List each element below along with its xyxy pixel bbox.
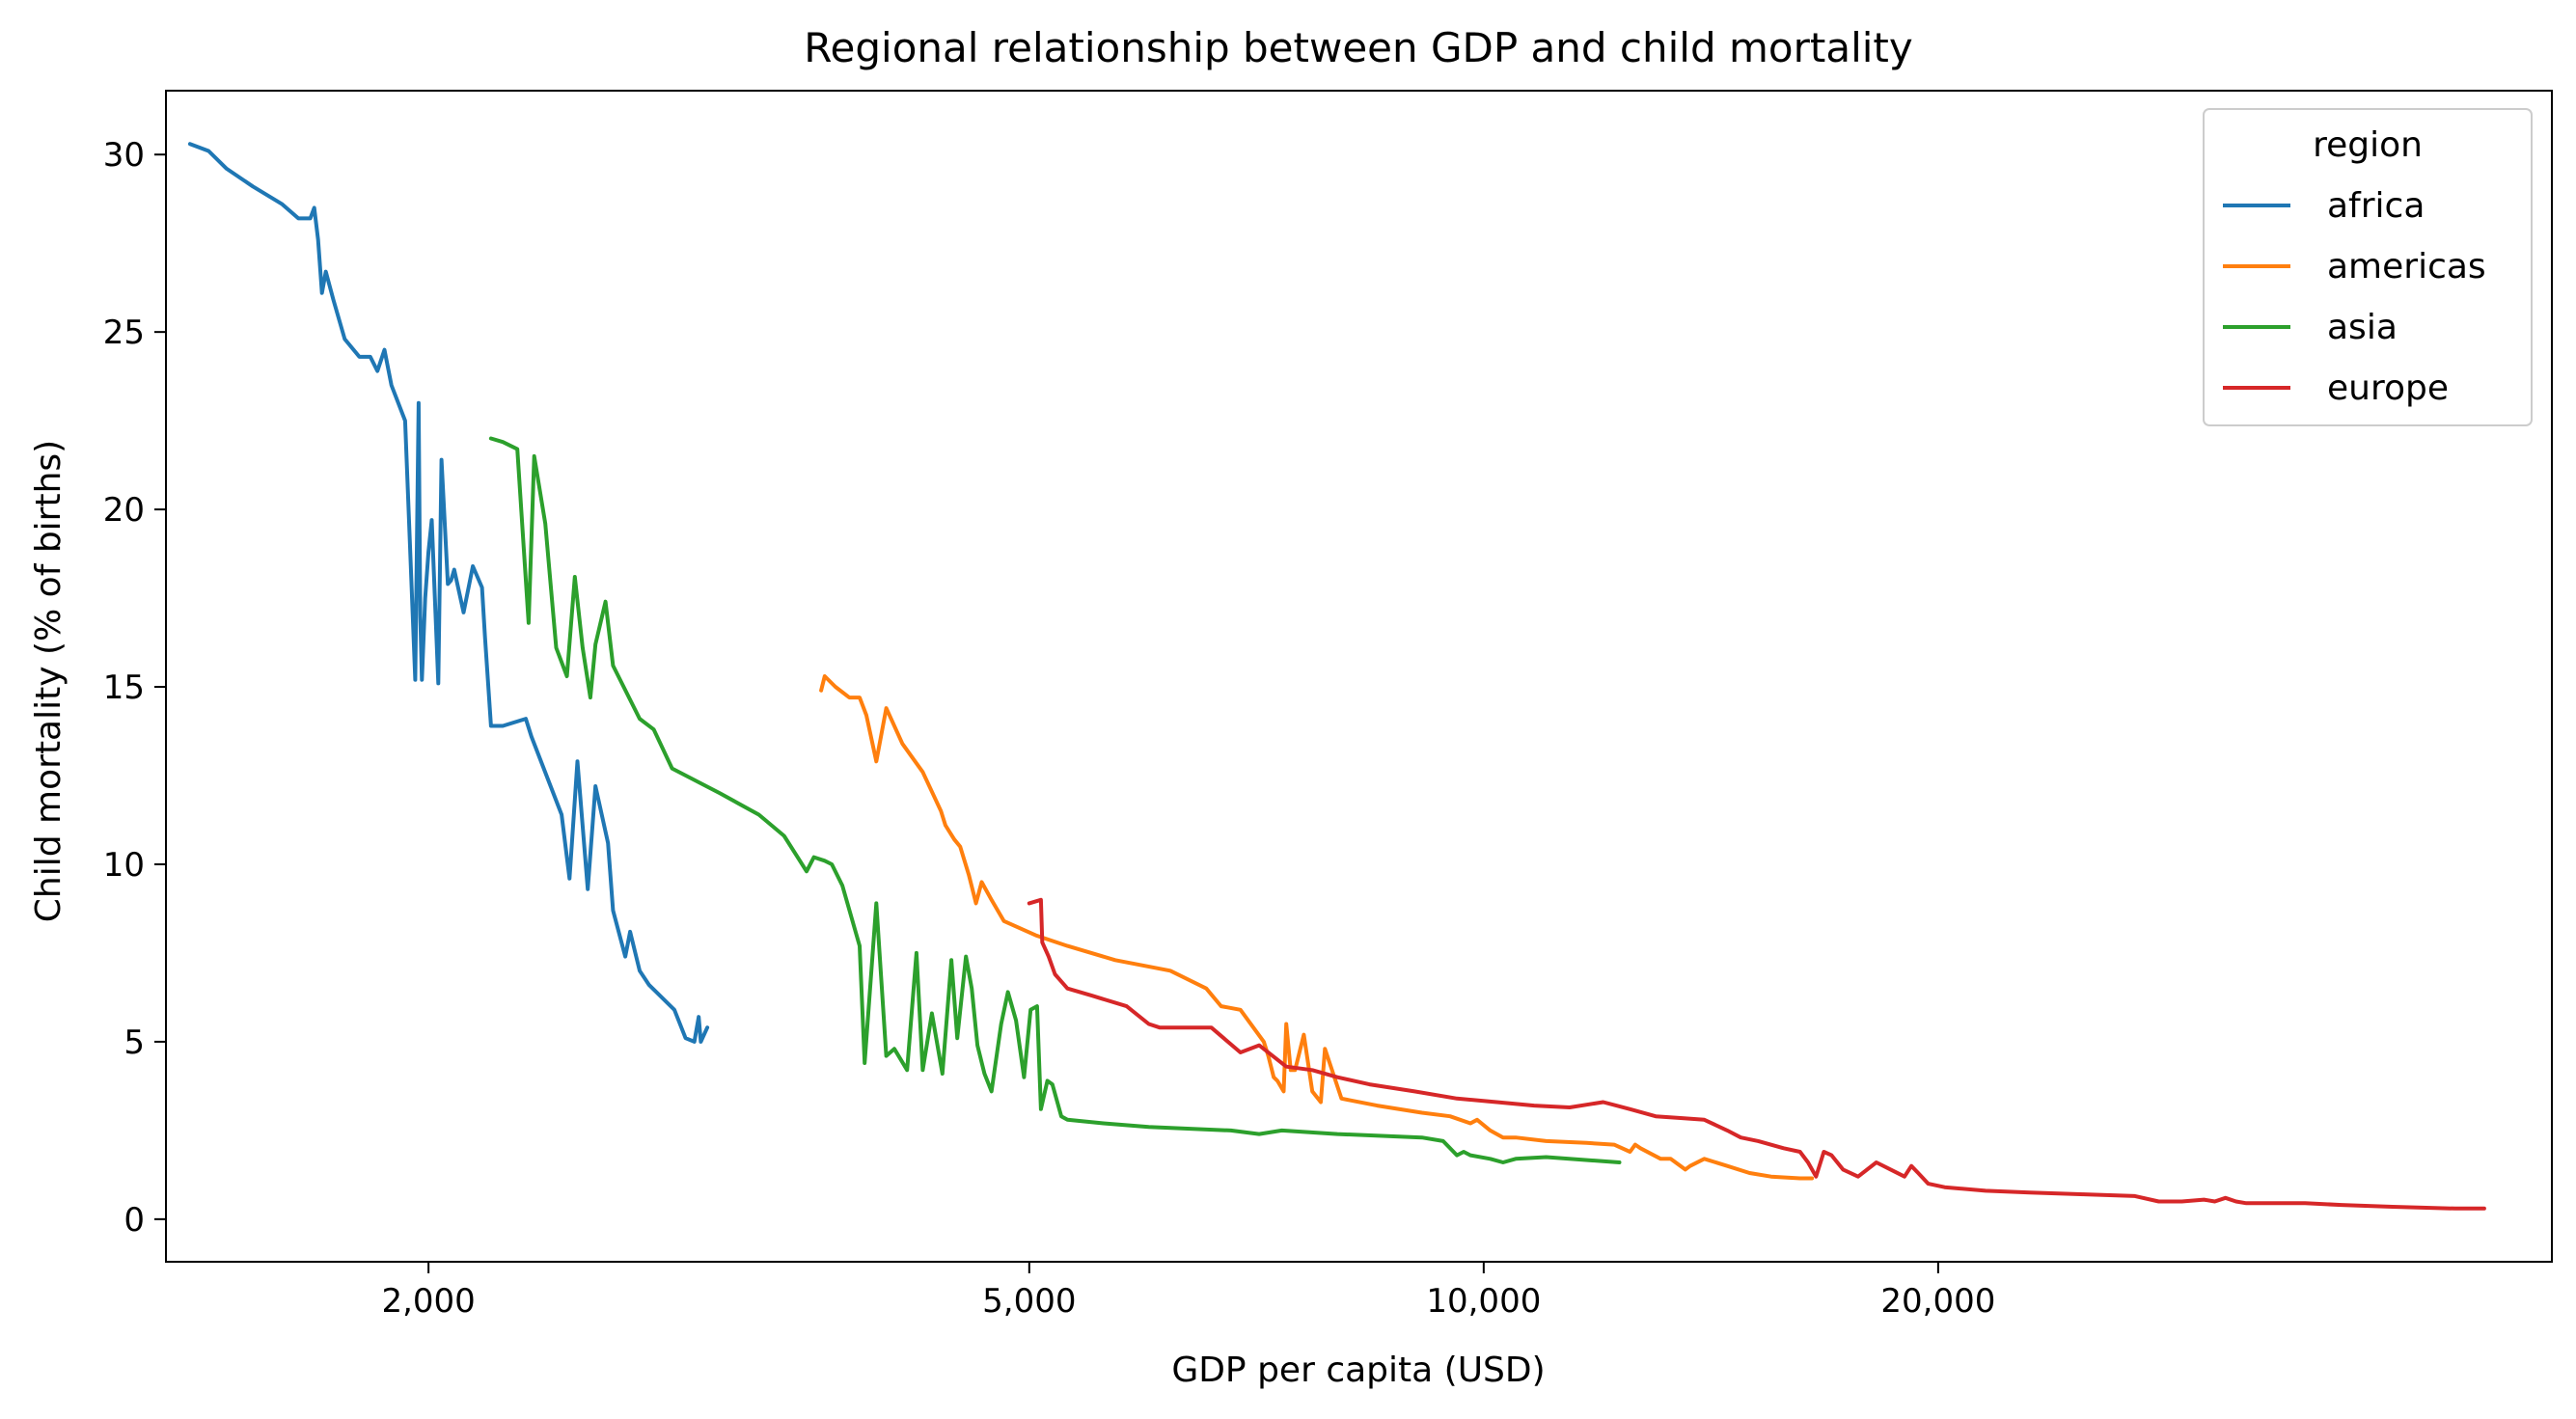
series-line-asia bbox=[488, 436, 1622, 1164]
y-tick-label: 20 bbox=[103, 491, 145, 530]
legend-items: africa americas asia europe bbox=[2223, 186, 2486, 408]
legend: region africa americas asia europe bbox=[2203, 108, 2533, 426]
x-tick-label: 2,000 bbox=[381, 1282, 475, 1321]
legend-label-europe: europe bbox=[2327, 368, 2449, 408]
legend-label-africa: africa bbox=[2327, 186, 2425, 226]
series-line-americas bbox=[819, 674, 1815, 1181]
series-line-africa bbox=[187, 142, 710, 1044]
plot-frame bbox=[165, 90, 2553, 1263]
legend-title: region bbox=[2313, 125, 2423, 165]
y-tick-label: 0 bbox=[123, 1201, 145, 1240]
series-line-europe bbox=[1027, 897, 2486, 1211]
y-tick-label: 30 bbox=[103, 136, 145, 175]
x-tick-label: 10,000 bbox=[1426, 1282, 1541, 1321]
y-tick-label: 15 bbox=[103, 669, 145, 707]
y-tick-label: 10 bbox=[103, 846, 145, 885]
y-axis-ticks: 0 5 10 15 20 25 30 bbox=[103, 136, 166, 1240]
x-axis-label: GDP per capita (USD) bbox=[1171, 1351, 1545, 1390]
x-tick-label: 20,000 bbox=[1880, 1282, 1995, 1321]
plot-lines bbox=[187, 142, 2486, 1211]
chart-title: Regional relationship between GDP and ch… bbox=[804, 24, 1912, 71]
x-axis-ticks: 2,000 5,000 10,000 20,000 bbox=[381, 1262, 1995, 1321]
legend-box bbox=[2203, 108, 2533, 426]
y-tick-label: 25 bbox=[103, 314, 145, 352]
legend-label-asia: asia bbox=[2327, 308, 2398, 347]
legend-label-americas: americas bbox=[2327, 247, 2486, 287]
x-tick-label: 5,000 bbox=[982, 1282, 1076, 1321]
y-axis-label: Child mortality (% of births) bbox=[29, 440, 69, 922]
y-tick-label: 5 bbox=[123, 1023, 145, 1062]
